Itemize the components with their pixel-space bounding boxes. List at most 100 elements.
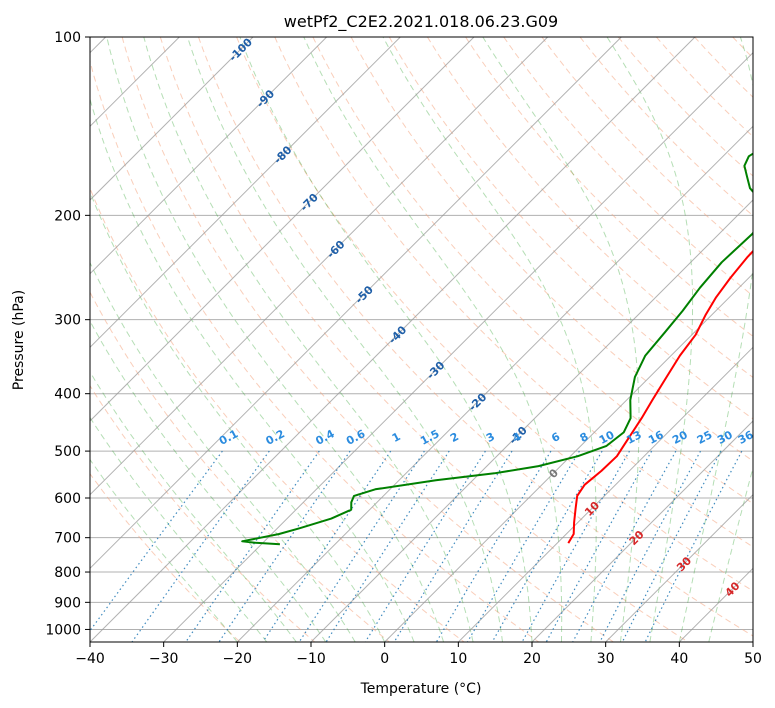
mixing-ratio-label: 36 [736, 428, 756, 447]
x-tick-label: −30 [149, 651, 179, 667]
isotherm [90, 37, 696, 642]
y-tick-label: 100 [54, 30, 81, 46]
x-tick-label: 40 [670, 651, 688, 667]
moist-adiabat [90, 370, 297, 642]
mixing-ratio-line [466, 450, 580, 642]
moist-adiabat [90, 320, 327, 642]
mixing-ratio-label: 30 [715, 428, 735, 447]
mixing-ratio-line [572, 450, 677, 642]
dry-adiabat [121, 37, 614, 642]
mixing-ratio-label: 16 [646, 428, 666, 447]
x-tick-label: 10 [449, 651, 467, 667]
y-tick-label: 700 [54, 531, 81, 547]
dry-adiabats [90, 37, 753, 642]
moist-adiabat [708, 465, 753, 642]
mixing-ratio-label: 20 [670, 428, 690, 447]
y-tick-label: 200 [54, 208, 81, 224]
isotherm [531, 420, 753, 642]
moist-adiabat [239, 37, 533, 642]
dry-adiabat [579, 37, 753, 217]
mixing-ratio-line [435, 450, 552, 642]
dry-adiabat [159, 37, 689, 642]
x-tick-label: −40 [75, 651, 105, 667]
moist-adiabats [90, 37, 753, 642]
mixing-ratio-line [298, 450, 425, 642]
pressure-gridlines [90, 37, 753, 630]
isotherm [457, 346, 753, 642]
y-tick-label: 900 [54, 595, 81, 611]
dry-adiabat [90, 291, 390, 642]
mixing-ratio-line [364, 450, 486, 642]
mixing-ratio-line [185, 450, 320, 642]
y-tick-label: 800 [54, 565, 81, 581]
isotherm [90, 37, 549, 496]
x-axis-ticks: −40 −30 −20 −10 0 10 20 30 40 50 [75, 642, 762, 667]
isotherm [605, 493, 753, 642]
x-tick-label: 20 [523, 651, 541, 667]
dry-adiabat [274, 37, 753, 548]
x-tick-label: 0 [380, 651, 389, 667]
dry-adiabat [350, 37, 753, 462]
isotherm [90, 37, 475, 422]
mixing-ratio-label: 13 [624, 428, 644, 447]
mixing-ratio-line [521, 450, 631, 642]
y-tick-label: 400 [54, 387, 81, 403]
dewpoint-profile-line [241, 152, 753, 546]
isotherms [90, 37, 753, 642]
x-tick-label: 50 [744, 651, 762, 667]
profile-series [241, 152, 753, 546]
isotherm [90, 37, 622, 570]
mixing-ratio-line [545, 450, 653, 642]
moist-adiabat [143, 37, 474, 642]
moist-adiabat [482, 37, 640, 642]
isotherm [310, 199, 753, 642]
y-tick-label: 1000 [45, 622, 81, 638]
isotherm [236, 125, 753, 642]
dry-adiabat [312, 37, 753, 505]
moist-adiabat [90, 190, 386, 642]
moist-adiabat [303, 37, 563, 642]
y-tick-label: 500 [54, 444, 81, 460]
mixing-ratio-line [131, 450, 270, 642]
isotherm [163, 51, 753, 642]
moist-adiabat [187, 37, 503, 642]
chart-title: wetPf2_C2E2.2021.018.06.23.G09 [284, 12, 558, 32]
y-axis-label: Pressure (hPa) [11, 290, 27, 390]
moist-adiabat [606, 37, 694, 642]
mixing-ratio-lines [90, 450, 743, 642]
isotherm [90, 37, 254, 201]
dry-adiabat [198, 37, 753, 637]
x-tick-label: 30 [597, 651, 615, 667]
plot-frame [89, 36, 754, 643]
x-tick-label: −20 [223, 651, 253, 667]
moist-adiabat [382, 37, 597, 642]
temperature-profile-line [567, 249, 753, 544]
mixing-ratio-line [621, 450, 722, 642]
dry-adiabat [388, 37, 753, 420]
dry-adiabat [426, 37, 753, 378]
moist-adiabat [678, 37, 753, 642]
moist-adiabat [90, 458, 238, 642]
moist-adiabat [90, 261, 356, 642]
mixing-ratio-line [599, 450, 702, 642]
mixing-ratio-line [325, 450, 450, 642]
plot-area: -100-90-80-70-60-50-40-30-20-10010203040… [90, 37, 756, 642]
mixing-ratio-line [491, 450, 603, 642]
mixing-ratio-line [393, 450, 513, 642]
isotherm [90, 37, 401, 349]
moist-adiabat [90, 416, 268, 642]
isotherm [90, 37, 328, 275]
isotherm [384, 272, 753, 642]
y-axis-ticks: 100 200 300 400 500 600 700 800 900 1000 [45, 30, 90, 638]
x-tick-label: −10 [296, 651, 326, 667]
dry-adiabat [90, 186, 465, 642]
mixing-ratio-label: 10 [597, 428, 617, 447]
x-axis-label: Temperature (°C) [360, 681, 482, 697]
dry-adiabat [541, 37, 753, 257]
y-tick-label: 600 [54, 491, 81, 507]
dry-adiabat [236, 37, 753, 592]
y-tick-label: 300 [54, 313, 81, 329]
mixing-ratio-label: 25 [695, 428, 715, 447]
